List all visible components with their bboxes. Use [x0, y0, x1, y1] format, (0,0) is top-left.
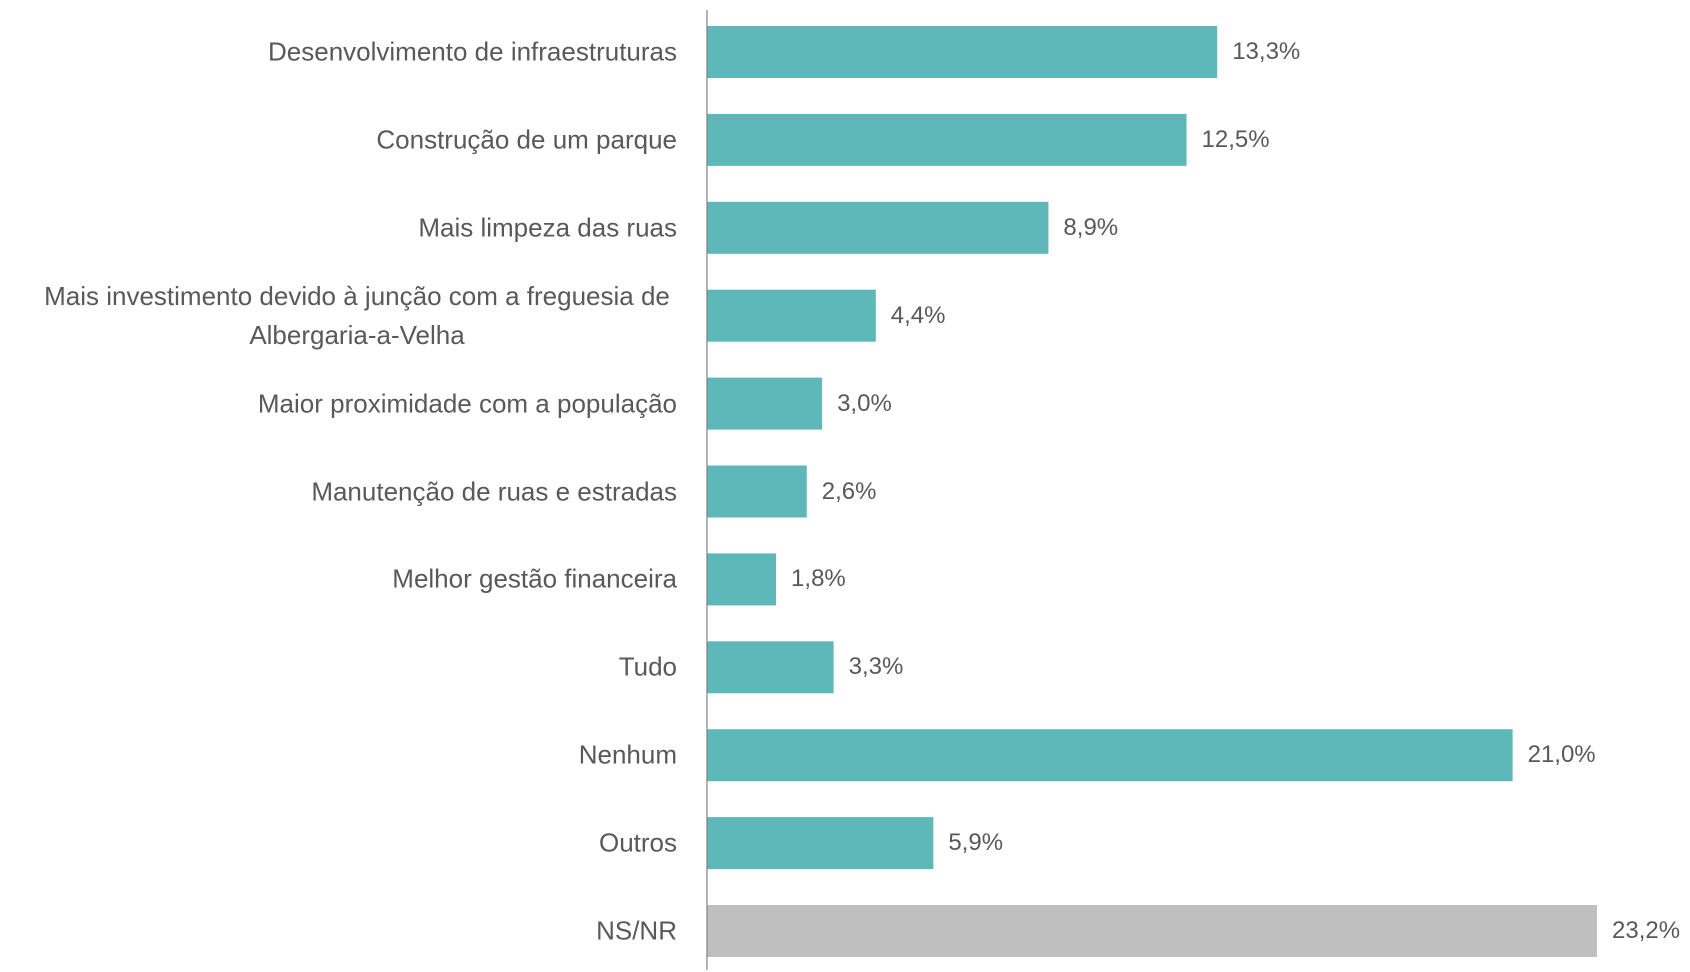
value-label: 4,4%	[890, 301, 946, 329]
bar	[707, 641, 834, 694]
value-label: 1,8%	[791, 565, 846, 593]
category-label-text: Mais limpeza das ruas	[418, 212, 677, 243]
category-label: Melhor gestão financeira	[392, 560, 677, 599]
category-label: Mais limpeza das ruas	[418, 208, 677, 247]
bar	[707, 377, 823, 430]
category-label-text: NS/NR	[596, 915, 677, 946]
category-label-text: Maior proximidade com a população	[257, 388, 677, 419]
value-label: 23,2%	[1612, 917, 1681, 944]
bar	[707, 729, 1513, 782]
bar	[707, 26, 1218, 78]
category-label: Outros	[599, 824, 677, 863]
category-label: Mais investimento devido à junção com a …	[37, 277, 677, 355]
value-label: 13,3%	[1232, 38, 1301, 65]
category-label-text: Nenhum	[578, 739, 677, 770]
value-label: 12,5%	[1201, 125, 1270, 153]
category-label: Nenhum	[579, 736, 677, 775]
bar	[707, 817, 934, 870]
category-label-text: Outros	[598, 827, 677, 858]
category-label: Maior proximidade com a população	[258, 384, 677, 423]
value-label: 3,0%	[837, 389, 892, 417]
category-label: Tudo	[619, 648, 677, 687]
category-label-text: Desenvolvimento de infraestruturas	[268, 36, 677, 67]
bar	[707, 553, 777, 606]
category-label-text: Construção de um parque	[376, 124, 677, 155]
category-label: Desenvolvimento de infraestruturas	[268, 33, 677, 72]
category-label-text: Manutenção de ruas e estradas	[311, 476, 677, 506]
value-label: 5,9%	[948, 829, 1004, 857]
bar	[707, 289, 876, 342]
bar	[707, 905, 1597, 957]
bar	[707, 465, 807, 518]
category-label: Construção de um parque	[376, 120, 677, 159]
bar	[707, 201, 1049, 254]
category-label: NS/NR	[596, 912, 677, 951]
category-label-text: Tudo	[618, 651, 677, 682]
category-label-text: Mais investimento devido à junção com a …	[44, 280, 670, 350]
bar	[707, 113, 1187, 166]
value-label: 3,3%	[848, 653, 904, 681]
value-label: 2,6%	[821, 477, 877, 505]
value-label: 21,0%	[1527, 741, 1596, 769]
category-label: Manutenção de ruas e estradas	[311, 472, 677, 511]
category-label-text: Melhor gestão financeira	[392, 563, 677, 594]
value-label: 8,9%	[1063, 213, 1119, 241]
